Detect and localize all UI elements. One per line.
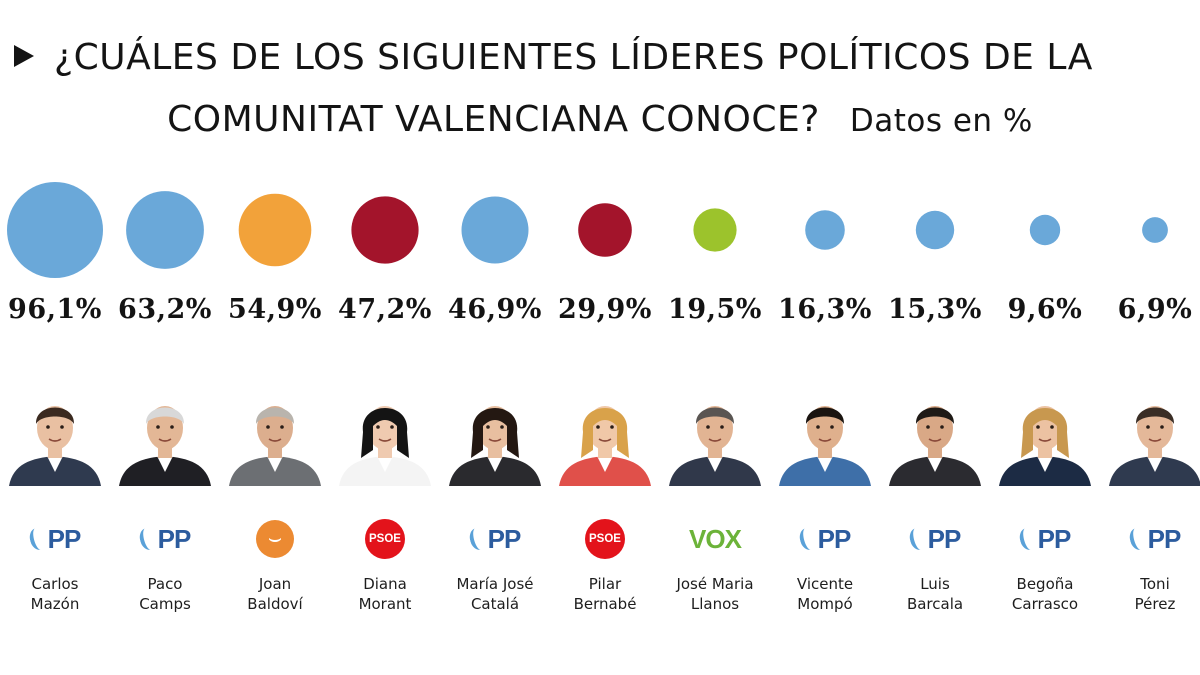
leader-last-name: Carrasco <box>1011 595 1079 613</box>
portrait-man-icon-carlos-mazon <box>5 380 105 486</box>
leader-last-name: Pérez <box>1134 595 1176 613</box>
value-label-vicente-mompo: 16,3% <box>778 294 872 325</box>
psoe-logo-icon-diana-morant: PSOE <box>340 518 430 560</box>
portrait-woman-icon-pilar-bernabe <box>555 380 655 486</box>
party-label: PSOE <box>585 519 625 559</box>
leader-name-carlos-mazon: Carlos Mazón <box>5 574 105 614</box>
leader-first-name: José Maria <box>676 575 754 593</box>
leader-name-paco-camps: Paco Camps <box>115 574 215 614</box>
value-label-jose-maria-llanos: 19,5% <box>668 294 762 325</box>
leader-name-maria-jose-catala: María José Catalá <box>445 574 545 614</box>
leader-first-name: Paco <box>147 575 183 593</box>
portrait-man-icon-joan-baldovi <box>225 380 325 486</box>
vox-logo-icon-jose-maria-llanos: VOX <box>670 518 760 560</box>
bubble-jose-maria-llanos <box>693 208 737 252</box>
portrait-man-icon-toni-perez <box>1105 380 1200 486</box>
party-label: PP <box>817 523 852 554</box>
portrait-man-icon-paco-camps <box>115 380 215 486</box>
pp-logo-icon-paco-camps: PP <box>120 518 210 560</box>
leader-last-name: Morant <box>358 595 412 613</box>
leader-first-name: Vicente <box>796 575 854 593</box>
bubble-maria-jose-catala <box>461 196 529 264</box>
chart-title-text-1: ¿CUÁLES DE LOS SIGUIENTES LÍDERES POLÍTI… <box>54 37 1093 78</box>
portrait-woman-icon-diana-morant <box>335 380 435 486</box>
leader-name-vicente-mompo: Vicente Mompó <box>775 574 875 614</box>
party-label: PSOE <box>365 519 405 559</box>
value-label-luis-barcala: 15,3% <box>888 294 982 325</box>
pp-logo-icon-maria-jose-catala: PP <box>450 518 540 560</box>
pp-logo-icon-begona-carrasco: PP <box>1000 518 1090 560</box>
party-label: PP <box>47 523 82 554</box>
chart-title-line-1: ¿CUÁLES DE LOS SIGUIENTES LÍDERES POLÍTI… <box>14 36 1200 80</box>
play-triangle-icon <box>14 45 34 67</box>
pp-logo-icon-toni-perez: PP <box>1110 518 1200 560</box>
bubble-joan-baldovi <box>238 193 312 267</box>
bubble-luis-barcala <box>915 210 955 250</box>
value-label-pilar-bernabe: 29,9% <box>558 294 652 325</box>
bubble-vicente-mompo <box>805 210 845 250</box>
bubble-toni-perez <box>1142 217 1168 243</box>
leader-first-name: Joan <box>258 575 292 593</box>
party-label: PP <box>487 523 522 554</box>
pp-logo-icon-vicente-mompo: PP <box>780 518 870 560</box>
leader-name-jose-maria-llanos: José Maria Llanos <box>665 574 765 614</box>
portrait-man-icon-vicente-mompo <box>775 380 875 486</box>
leader-last-name: Mazón <box>30 595 80 613</box>
leader-last-name: Bernabé <box>573 595 637 613</box>
value-label-toni-perez: 6,9% <box>1117 294 1193 325</box>
value-label-maria-jose-catala: 46,9% <box>448 294 542 325</box>
party-label: PP <box>1037 523 1072 554</box>
bubble-begona-carrasco <box>1029 214 1061 246</box>
chart-title-line-2: COMUNITAT VALENCIANA CONOCE? Datos en % <box>0 98 1200 143</box>
portrait-man-icon-jose-maria-llanos <box>665 380 765 486</box>
leader-last-name: Barcala <box>906 595 964 613</box>
leader-first-name: Carlos <box>31 575 79 593</box>
leader-name-joan-baldovi: Joan Baldoví <box>225 574 325 614</box>
portrait-woman-icon-begona-carrasco <box>995 380 1095 486</box>
leader-name-luis-barcala: Luis Barcala <box>885 574 985 614</box>
bubble-pilar-bernabe <box>578 203 632 257</box>
value-label-carlos-mazon: 96,1% <box>8 294 102 325</box>
leader-name-begona-carrasco: Begoña Carrasco <box>995 574 1095 614</box>
party-label: VOX <box>689 523 742 554</box>
value-label-diana-morant: 47,2% <box>338 294 432 325</box>
bubble-diana-morant <box>351 196 419 264</box>
leader-first-name: Diana <box>363 575 407 593</box>
bubble-carlos-mazon <box>7 182 103 278</box>
leader-last-name: Llanos <box>690 595 740 613</box>
value-label-paco-camps: 63,2% <box>118 294 212 325</box>
leader-name-toni-perez: Toni Pérez <box>1105 574 1200 614</box>
leader-last-name: Baldoví <box>247 595 303 613</box>
leader-name-diana-morant: Diana Morant <box>335 574 435 614</box>
leader-first-name: Pilar <box>588 575 622 593</box>
leader-first-name: Luis <box>920 575 950 593</box>
bubble-paco-camps <box>126 191 204 269</box>
leader-first-name: María José <box>456 575 534 593</box>
value-label-begona-carrasco: 9,6% <box>1007 294 1083 325</box>
party-label: PP <box>157 523 192 554</box>
leader-name-pilar-bernabe: Pilar Bernabé <box>555 574 655 614</box>
party-label: PP <box>927 523 962 554</box>
chart-title-text-2: COMUNITAT VALENCIANA CONOCE? <box>167 99 820 140</box>
bubble-chart <box>7 182 1168 278</box>
value-label-joan-baldovi: 54,9% <box>228 294 322 325</box>
psoe-logo-icon-pilar-bernabe: PSOE <box>560 518 650 560</box>
leader-first-name: Begoña <box>1016 575 1074 593</box>
leader-last-name: Camps <box>139 595 191 613</box>
leader-last-name: Mompó <box>797 595 853 613</box>
smile-icon: ⌣ <box>256 520 294 558</box>
chart-subtitle: Datos en % <box>849 103 1033 139</box>
leader-first-name: Toni <box>1140 575 1170 593</box>
portrait-woman-icon-maria-jose-catala <box>445 380 545 486</box>
compromis-logo-icon-joan-baldovi: ⌣ <box>230 518 320 560</box>
pp-logo-icon-luis-barcala: PP <box>890 518 980 560</box>
leader-last-name: Catalá <box>470 595 520 613</box>
portrait-man-icon-luis-barcala <box>885 380 985 486</box>
party-label: PP <box>1147 523 1182 554</box>
pp-logo-icon-carlos-mazon: PP <box>10 518 100 560</box>
